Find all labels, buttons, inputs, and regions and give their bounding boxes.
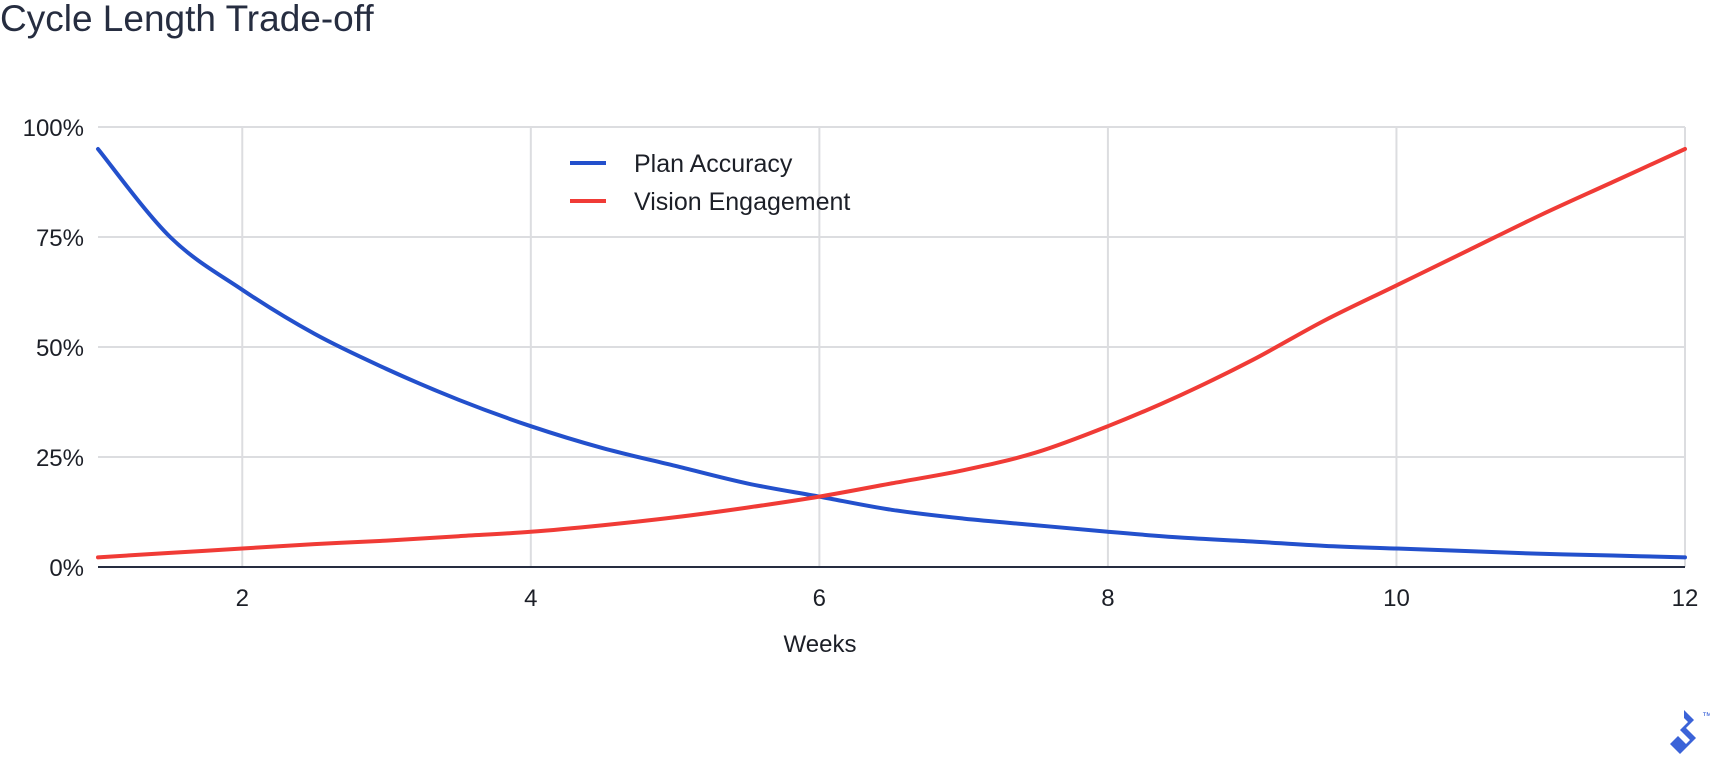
x-tick-label: 8	[1101, 585, 1114, 612]
toptal-logo-icon: ™	[1670, 710, 1710, 754]
series-lines	[96, 147, 1687, 560]
series-line-plan-accuracy	[96, 147, 1687, 560]
axes: 0% 25% 50% 75% 100% 2 4 6 8 10 12	[23, 115, 1699, 612]
y-tick-label: 75%	[36, 225, 84, 252]
legend-label: Plan Accuracy	[634, 150, 793, 178]
y-tick-label: 25%	[36, 445, 84, 472]
y-tick-label: 50%	[36, 335, 84, 362]
legend: Plan Accuracy Vision Engagement	[570, 150, 850, 216]
trademark-mark: ™	[1702, 711, 1710, 722]
series-line-vision-engagement	[96, 147, 1687, 560]
x-axis-title: Weeks	[784, 631, 857, 658]
x-tick-label: 10	[1383, 585, 1410, 612]
x-tick-label: 2	[236, 585, 249, 612]
legend-label: Vision Engagement	[634, 188, 850, 216]
y-tick-label: 0%	[49, 555, 84, 582]
x-tick-label: 4	[524, 585, 537, 612]
grid-lines	[98, 126, 1686, 567]
y-tick-label: 100%	[23, 115, 84, 142]
chart-title: Cycle Length Trade-off	[0, 0, 374, 39]
x-tick-label: 12	[1672, 585, 1699, 612]
logo-mark-shape	[1670, 710, 1696, 754]
x-tick-label: 6	[813, 585, 826, 612]
